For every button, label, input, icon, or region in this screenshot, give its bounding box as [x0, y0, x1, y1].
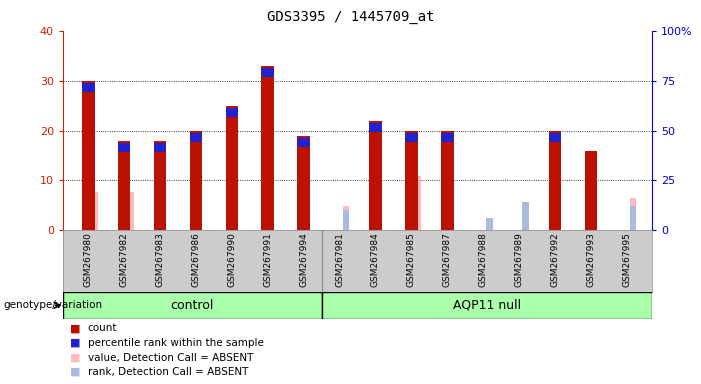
Bar [369, 121, 382, 230]
Bar [128, 192, 134, 230]
Bar [441, 133, 454, 142]
Bar [82, 81, 95, 230]
Text: GSM267982: GSM267982 [120, 232, 128, 287]
Text: GSM267985: GSM267985 [407, 232, 416, 287]
Bar [63, 292, 322, 319]
Text: GSM267992: GSM267992 [550, 232, 559, 287]
Bar [549, 133, 562, 142]
Bar [190, 131, 202, 230]
Text: ■: ■ [70, 367, 81, 377]
Bar [486, 224, 493, 230]
Bar [630, 207, 637, 230]
Bar [322, 292, 652, 319]
Text: GSM267993: GSM267993 [587, 232, 595, 287]
Text: GDS3395 / 1445709_at: GDS3395 / 1445709_at [267, 10, 434, 23]
Bar [261, 66, 274, 230]
Bar [522, 202, 529, 230]
Bar [343, 207, 349, 230]
Text: ■: ■ [70, 323, 81, 333]
Bar [585, 151, 597, 230]
Text: GSM267983: GSM267983 [156, 232, 165, 287]
Text: count: count [88, 323, 117, 333]
Text: GSM267990: GSM267990 [227, 232, 236, 287]
Bar [261, 68, 274, 77]
Bar [226, 106, 238, 230]
Bar [190, 133, 202, 142]
Text: GSM267981: GSM267981 [335, 232, 344, 287]
Text: ■: ■ [70, 338, 81, 348]
Text: GSM267984: GSM267984 [371, 232, 380, 287]
Text: ■: ■ [70, 353, 81, 362]
Bar [154, 141, 166, 230]
Bar [297, 138, 310, 147]
Bar [414, 177, 421, 230]
Text: GSM267995: GSM267995 [622, 232, 632, 287]
Bar [369, 123, 382, 132]
Bar [154, 143, 166, 152]
Bar [82, 83, 95, 92]
Bar [118, 141, 130, 230]
Text: GSM267988: GSM267988 [479, 232, 488, 287]
Bar [91, 192, 98, 230]
Bar [118, 143, 130, 152]
Bar [441, 131, 454, 230]
Bar [522, 202, 529, 230]
Text: value, Detection Call = ABSENT: value, Detection Call = ABSENT [88, 353, 253, 362]
Text: GSM267991: GSM267991 [264, 232, 272, 287]
Bar [549, 131, 562, 230]
Bar [630, 199, 637, 230]
Bar [343, 210, 349, 230]
Bar [226, 108, 238, 117]
Bar [297, 136, 310, 230]
Text: AQP11 null: AQP11 null [453, 299, 521, 312]
Text: GSM267987: GSM267987 [443, 232, 451, 287]
Text: GSM267986: GSM267986 [191, 232, 200, 287]
Text: control: control [170, 299, 214, 312]
Text: rank, Detection Call = ABSENT: rank, Detection Call = ABSENT [88, 367, 248, 377]
Text: GSM267989: GSM267989 [515, 232, 524, 287]
Bar [405, 133, 418, 142]
Text: genotype/variation: genotype/variation [4, 300, 102, 310]
Bar [405, 131, 418, 230]
Text: GSM267994: GSM267994 [299, 232, 308, 287]
Bar [486, 218, 493, 230]
Text: percentile rank within the sample: percentile rank within the sample [88, 338, 264, 348]
Text: GSM267980: GSM267980 [83, 232, 93, 287]
